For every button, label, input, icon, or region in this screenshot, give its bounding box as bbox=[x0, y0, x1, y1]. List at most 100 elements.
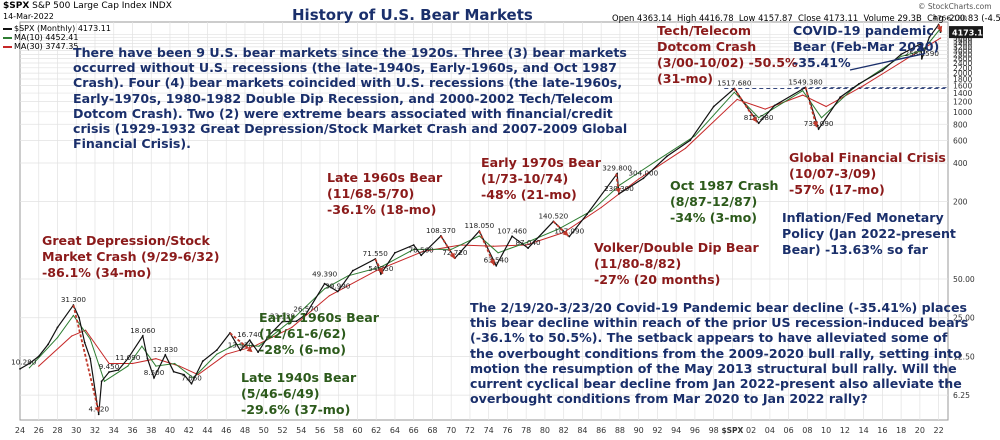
x-tick-label: 08 bbox=[802, 426, 812, 435]
bottom-text: The 2/19/20-3/23/20 Covid-19 Pandemic be… bbox=[470, 300, 969, 407]
data-label: 87.040 bbox=[515, 238, 541, 247]
data-point bbox=[216, 353, 218, 355]
data-point bbox=[108, 371, 110, 373]
data-point bbox=[817, 128, 820, 130]
x-tick-label: 28 bbox=[52, 426, 62, 435]
x-tick-label: 98 bbox=[709, 426, 719, 435]
y-tick-label: 12.50 bbox=[953, 352, 975, 361]
data-label: 18.060 bbox=[130, 326, 156, 335]
data-point bbox=[97, 413, 100, 416]
last-value-box bbox=[949, 26, 983, 39]
x-tick-label: 86 bbox=[596, 426, 606, 435]
peak-label-2022: 4766.180 bbox=[933, 14, 968, 23]
data-point bbox=[413, 248, 415, 250]
data-point bbox=[239, 349, 242, 352]
data-point bbox=[422, 250, 424, 252]
data-point bbox=[619, 184, 621, 186]
data-point bbox=[450, 248, 452, 250]
bear-arrow-1946-head bbox=[246, 346, 253, 353]
data-label: 304.000 bbox=[628, 168, 658, 177]
x-tick-label: 54 bbox=[296, 426, 306, 435]
data-point bbox=[511, 235, 513, 238]
data-point bbox=[939, 37, 942, 39]
legend: $SPX (Monthly) 4173.11 MA(10) 4452.41 MA… bbox=[3, 24, 111, 51]
data-point bbox=[197, 374, 199, 376]
bear-arrow-1987-head bbox=[615, 187, 622, 194]
data-label: 54.750 bbox=[368, 264, 394, 273]
x-tick-label: 42 bbox=[184, 426, 194, 435]
annotation-volker: Volker/Double Dip Bear (11/80-8/82) -27%… bbox=[594, 240, 759, 287]
legend-price: $SPX (Monthly) 4173.11 bbox=[3, 24, 111, 33]
data-point bbox=[420, 254, 423, 257]
data-label: 71.550 bbox=[363, 249, 389, 258]
data-label: 9.450 bbox=[99, 362, 120, 371]
data-point bbox=[642, 177, 645, 180]
data-point bbox=[108, 362, 110, 365]
data-point bbox=[89, 338, 91, 340]
data-point bbox=[900, 55, 902, 58]
description: S&P 500 Large Cap Index bbox=[32, 1, 147, 11]
data-point bbox=[586, 213, 588, 216]
data-point bbox=[131, 362, 134, 365]
data-point bbox=[758, 117, 760, 119]
y-tick-label: 2200 bbox=[953, 64, 972, 73]
chart-title: History of U.S. Bear Markets bbox=[292, 6, 533, 24]
bear-arrow-1973-head bbox=[489, 259, 495, 266]
data-point bbox=[78, 316, 80, 319]
x-tick-label: 02 bbox=[746, 426, 756, 435]
exchange: INDX bbox=[149, 1, 172, 11]
data-point bbox=[89, 357, 92, 360]
x-tick-label: 20 bbox=[915, 426, 925, 435]
plot-frame bbox=[19, 21, 949, 421]
data-label: 63.540 bbox=[484, 256, 510, 265]
data-label: 1549.380 bbox=[788, 77, 823, 86]
x-tick-label: 62 bbox=[371, 426, 381, 435]
ohlc-readout: Open 4363.14 High 4416.78 Low 4157.87 Cl… bbox=[612, 13, 1000, 23]
x-tick-label: 82 bbox=[559, 426, 569, 435]
x-tick-label: 96 bbox=[690, 426, 700, 435]
data-label: 23.320 bbox=[270, 312, 296, 321]
data-point bbox=[881, 69, 884, 72]
data-point bbox=[375, 270, 377, 272]
annotation-late-1960s: Late 1960s Bear (11/68-5/70) -36.1% (18-… bbox=[327, 170, 443, 217]
data-point bbox=[257, 351, 259, 353]
legend-ma30: MA(30) 3747.35 bbox=[3, 42, 111, 51]
data-label: 31.300 bbox=[61, 295, 87, 304]
x-tick-label: 50 bbox=[259, 426, 269, 435]
data-point bbox=[103, 380, 105, 382]
x-tick-label: 78 bbox=[521, 426, 531, 435]
x-tick-label: 36 bbox=[127, 426, 137, 435]
x-tick-label: 48 bbox=[240, 426, 250, 435]
data-label: 11.090 bbox=[115, 353, 141, 362]
data-point bbox=[802, 90, 804, 92]
data-point bbox=[126, 357, 129, 360]
data-point bbox=[920, 57, 923, 60]
x-tick-label: 68 bbox=[427, 426, 437, 435]
data-point bbox=[190, 382, 193, 385]
data-point bbox=[305, 313, 307, 316]
data-point bbox=[336, 290, 339, 293]
data-point bbox=[928, 36, 931, 39]
x-tick-label: 92 bbox=[652, 426, 662, 435]
x-tick-label: 76 bbox=[502, 426, 512, 435]
data-point bbox=[394, 251, 396, 254]
annotation-covid: COVID-19 pandemic Bear (Feb-Mar 2020) -3… bbox=[793, 23, 940, 70]
bear-arrow-2022-head bbox=[936, 25, 943, 32]
y-tick-label: 2000 bbox=[953, 69, 972, 78]
x-tick-label: 40 bbox=[165, 426, 175, 435]
y-tick-label: 1600 bbox=[953, 82, 972, 91]
data-label: 13.930 bbox=[228, 340, 254, 349]
data-point bbox=[37, 355, 40, 358]
data-point bbox=[839, 96, 842, 99]
x-tick-label: 16 bbox=[877, 426, 887, 435]
data-label: 108.370 bbox=[426, 226, 456, 235]
y-tick-label: 3200 bbox=[953, 43, 972, 52]
x-tick-label: 90 bbox=[634, 426, 644, 435]
data-point bbox=[665, 155, 668, 158]
x-tick-label: 26 bbox=[34, 426, 44, 435]
x-tick-label: 84 bbox=[577, 426, 587, 435]
data-point bbox=[141, 345, 143, 347]
data-point bbox=[324, 288, 326, 290]
x-tick-label: 60 bbox=[352, 426, 362, 435]
